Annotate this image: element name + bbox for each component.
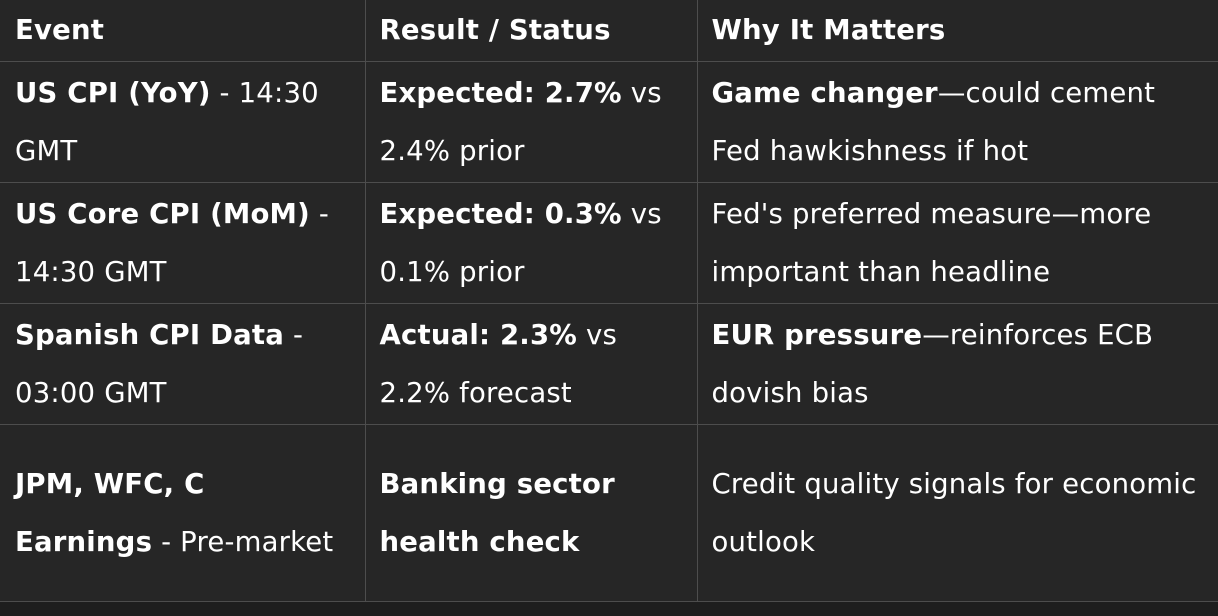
header-result-status: Result / Status (364, 0, 698, 62)
result-value: Expected: 0.3% (379, 198, 622, 230)
event-time: - 14:30 GMT (15, 77, 319, 167)
why-cell: Credit quality signals for economic outl… (696, 424, 1218, 602)
result-value: Actual: 2.3% (379, 319, 578, 351)
header-why-it-matters: Why It Matters (696, 0, 1218, 62)
result-value: Banking sector health check (379, 468, 615, 558)
event-name: Spanish CPI Data (15, 319, 285, 351)
why-text: Credit quality signals for economic outl… (711, 468, 1197, 558)
result-comparison: vs 0.1% prior (379, 198, 662, 288)
event-cell: JPM, WFC, C Earnings - Pre-market (0, 424, 366, 602)
why-highlight: Game changer (711, 77, 938, 109)
event-cell: US Core CPI (MoM) - 14:30 GMT (0, 182, 366, 304)
table-row: US CPI (YoY) - 14:30 GMT Expected: 2.7% … (0, 61, 1218, 183)
result-cell: Actual: 2.3% vs 2.2% forecast (364, 303, 698, 425)
why-cell: Game changer—could cement Fed hawkishnes… (696, 61, 1218, 183)
why-highlight: EUR pressure (711, 319, 923, 351)
why-cell: EUR pressure—reinforces ECB dovish bias (696, 303, 1218, 425)
table-row: JPM, WFC, C Earnings - Pre-market Bankin… (0, 424, 1218, 602)
header-event: Event (0, 0, 366, 62)
event-time: - Pre-market (152, 526, 334, 558)
why-text: —reinforces ECB dovish bias (711, 319, 1154, 409)
result-cell: Expected: 0.3% vs 0.1% prior (364, 182, 698, 304)
event-name: JPM, WFC, C Earnings (15, 468, 205, 558)
economic-events-table: Event Result / Status Why It Matters US … (0, 0, 1218, 602)
event-time: - 03:00 GMT (15, 319, 304, 409)
table-row: US Core CPI (MoM) - 14:30 GMT Expected: … (0, 182, 1218, 304)
event-cell: US CPI (YoY) - 14:30 GMT (0, 61, 366, 183)
event-name: US Core CPI (MoM) (15, 198, 310, 230)
result-comparison: vs 2.4% prior (379, 77, 662, 167)
event-cell: Spanish CPI Data - 03:00 GMT (0, 303, 366, 425)
table-row: Spanish CPI Data - 03:00 GMT Actual: 2.3… (0, 303, 1218, 425)
result-value: Expected: 2.7% (379, 77, 622, 109)
why-text: —could cement Fed hawkishness if hot (711, 77, 1156, 167)
table-header-row: Event Result / Status Why It Matters (0, 0, 1218, 62)
why-cell: Fed's preferred measure—more important t… (696, 182, 1218, 304)
event-name: US CPI (YoY) (15, 77, 211, 109)
result-cell: Expected: 2.7% vs 2.4% prior (364, 61, 698, 183)
result-cell: Banking sector health check (364, 424, 698, 602)
result-comparison: vs 2.2% forecast (379, 319, 617, 409)
why-text: Fed's preferred measure—more important t… (711, 198, 1152, 288)
event-time: - 14:30 GMT (15, 198, 329, 288)
